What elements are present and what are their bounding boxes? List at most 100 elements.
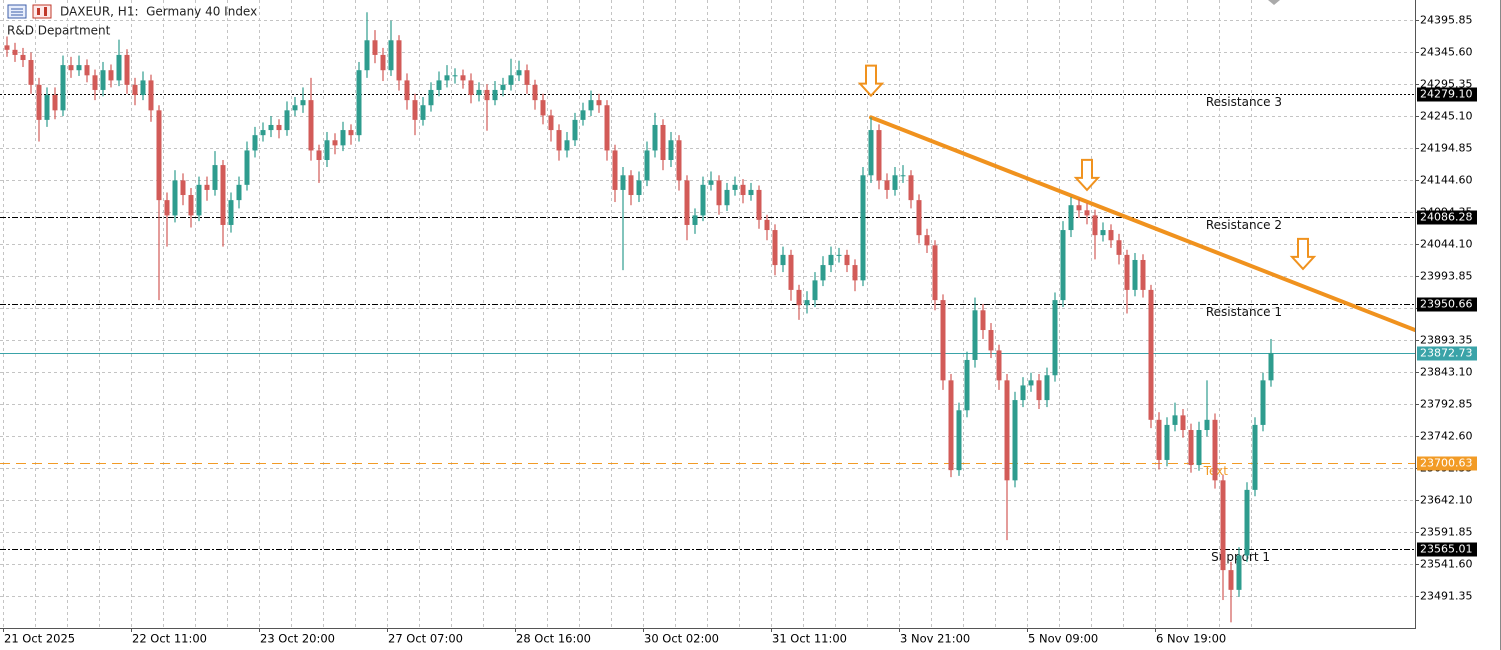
candle-body	[596, 100, 602, 106]
y-tick-label: 23993.85	[1420, 270, 1473, 283]
candle-body	[524, 70, 530, 85]
candle-body	[796, 289, 802, 306]
candle-body	[132, 84, 138, 96]
candle-body	[388, 40, 394, 71]
candle-body	[1268, 352, 1274, 381]
header: DAXEUR, H1: Germany 40 Index R&D Departm…	[7, 4, 257, 38]
level-label: Resistance 3	[1206, 95, 1282, 109]
candle-body	[668, 140, 674, 161]
scroll-marker	[1268, 0, 1280, 5]
candle-body	[812, 280, 818, 301]
x-tick-label: 6 Nov 19:00	[1156, 632, 1226, 646]
y-tick-label: 24194.85	[1420, 142, 1473, 155]
symbol-title: DAXEUR, H1: Germany 40 Index	[60, 5, 257, 19]
icon-bar	[37, 8, 40, 15]
y-tick-label: 24044.10	[1420, 238, 1473, 251]
x-tick-label: 21 Oct 2025	[4, 632, 75, 646]
candle-body	[1132, 259, 1138, 290]
candle-body	[780, 254, 786, 266]
candle-body	[908, 175, 914, 201]
candle-body	[140, 80, 146, 96]
candle-body	[196, 184, 202, 216]
candle-body	[100, 70, 106, 90]
candle-body	[12, 49, 18, 55]
candle-body	[1180, 415, 1186, 431]
price-box	[1417, 456, 1477, 471]
candle-body	[1116, 240, 1122, 255]
trend-line	[869, 115, 1415, 333]
candle-body	[276, 124, 282, 131]
candle-body	[876, 130, 882, 181]
candle-body	[172, 180, 178, 216]
level-label: Resistance 2	[1206, 218, 1282, 232]
candle-body	[1212, 419, 1218, 481]
candle-body	[636, 180, 642, 196]
x-tick-label: 22 Oct 11:00	[132, 632, 207, 646]
candle-body	[1220, 480, 1226, 571]
signal-arrow	[1289, 237, 1317, 271]
candle-body	[108, 70, 114, 81]
y-tick-label: 23541.60	[1420, 558, 1473, 571]
candle-body	[380, 54, 386, 71]
candle-body	[332, 140, 338, 146]
candle-body	[772, 230, 778, 266]
icon-chart	[32, 4, 52, 19]
x-tick-label: 31 Oct 11:00	[772, 632, 847, 646]
signal-arrow	[1073, 158, 1101, 192]
candle-body	[940, 300, 946, 381]
candle-body	[1236, 555, 1242, 590]
candle-body	[148, 80, 154, 111]
candle-body	[4, 45, 10, 50]
price-box	[1417, 210, 1477, 225]
candle-body	[1252, 424, 1258, 490]
candle-body	[484, 89, 490, 101]
candle-body	[692, 215, 698, 225]
owner-label: R&D Department	[7, 24, 111, 38]
price-box-label: 24086.28	[1420, 211, 1473, 224]
candle-body	[156, 110, 162, 201]
candle-body	[348, 130, 354, 136]
y-tick-label: 24245.10	[1420, 110, 1473, 123]
x-tick-label: 27 Oct 07:00	[388, 632, 463, 646]
candle-body	[372, 40, 378, 55]
price-box-label: 23565.01	[1420, 543, 1473, 556]
candle-body	[204, 184, 210, 190]
candle-body	[236, 184, 242, 201]
candle-body	[44, 95, 50, 120]
candle-body	[572, 119, 578, 141]
candle-body	[1052, 300, 1058, 376]
y-tick-label: 24295.35	[1420, 78, 1473, 91]
candle-body	[964, 359, 970, 411]
candle-body	[212, 165, 218, 190]
candle-body	[1188, 430, 1194, 466]
candle-body	[932, 245, 938, 301]
candle-body	[1196, 430, 1202, 466]
candle-body	[684, 180, 690, 225]
candle-body	[404, 80, 410, 101]
candle-body	[492, 89, 498, 101]
candle-body	[1172, 415, 1178, 425]
x-tick-label: 30 Oct 02:00	[644, 632, 719, 646]
candle-body	[900, 175, 906, 177]
candle-body	[1260, 380, 1266, 425]
candle-body	[708, 180, 714, 185]
candle-body	[1204, 419, 1210, 431]
candle-body	[580, 110, 586, 120]
candle-body	[244, 150, 250, 185]
candle-body	[396, 40, 402, 81]
candle-body	[996, 350, 1002, 381]
price-box	[1417, 87, 1477, 102]
candle-body	[220, 165, 226, 225]
candle-body	[644, 150, 650, 181]
price-box-label: 23872.73	[1420, 347, 1473, 360]
candle-body	[324, 140, 330, 161]
candle-body	[52, 95, 58, 111]
candle-body	[516, 70, 522, 76]
candle-body	[924, 235, 930, 246]
y-tick-label: 24395.85	[1420, 14, 1473, 27]
candle-body	[268, 124, 274, 131]
candle-body	[1020, 385, 1026, 401]
candle-body	[188, 195, 194, 216]
candle-body	[588, 100, 594, 111]
